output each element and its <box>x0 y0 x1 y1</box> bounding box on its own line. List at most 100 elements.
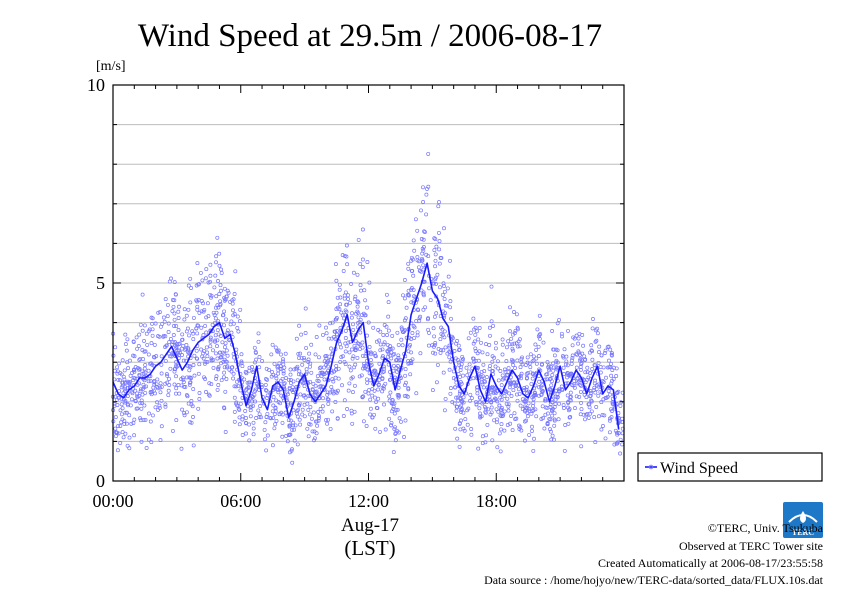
sample-point <box>192 373 197 378</box>
sample-point <box>329 384 334 389</box>
sample-point <box>176 328 181 332</box>
sample-point <box>161 315 166 320</box>
sample-point <box>579 444 584 449</box>
sample-point <box>270 443 275 448</box>
sample-point <box>496 366 501 371</box>
sample-point <box>326 401 331 406</box>
sample-point <box>353 362 358 367</box>
sample-point <box>569 361 574 366</box>
sample-point <box>115 448 120 453</box>
sample-point <box>373 426 378 431</box>
sample-point <box>461 426 466 431</box>
sample-point <box>164 372 169 377</box>
sample-point <box>363 389 368 394</box>
sample-point <box>222 286 227 291</box>
sample-point <box>317 366 322 371</box>
sample-point <box>166 321 171 326</box>
sample-point <box>433 351 438 356</box>
sample-point <box>316 414 321 418</box>
sample-point <box>201 301 205 306</box>
sample-point <box>620 420 624 424</box>
sample-point <box>238 307 243 312</box>
sample-point <box>120 430 125 435</box>
sample-point <box>211 348 215 353</box>
sample-point <box>236 404 241 409</box>
sample-point <box>191 337 196 342</box>
sample-point <box>573 406 577 411</box>
sample-point <box>540 404 545 409</box>
sample-point <box>539 392 544 397</box>
sample-point <box>549 379 554 384</box>
sample-point <box>123 389 128 393</box>
sample-point <box>449 316 453 321</box>
sample-point <box>556 417 561 422</box>
sample-point <box>219 355 224 360</box>
sample-point <box>349 347 354 352</box>
sample-point <box>509 394 514 398</box>
sample-point <box>466 369 471 374</box>
sample-point <box>597 344 602 349</box>
sample-point <box>198 270 203 275</box>
sample-point <box>589 398 594 403</box>
sample-point <box>606 389 611 393</box>
sample-point <box>492 398 497 402</box>
sample-point <box>560 334 564 339</box>
sample-point <box>574 394 579 399</box>
sample-point <box>362 288 367 293</box>
sample-point <box>554 365 559 370</box>
sample-point <box>293 366 298 371</box>
sample-point <box>489 399 494 404</box>
sample-point <box>262 427 267 432</box>
sample-point <box>360 353 365 358</box>
sample-point <box>566 328 570 333</box>
x-tick-label: 00:00 <box>92 491 133 511</box>
sample-point <box>613 428 618 433</box>
sample-point <box>400 343 405 348</box>
sample-point <box>577 394 582 399</box>
sample-point <box>170 309 175 314</box>
sample-point <box>502 394 507 398</box>
sample-point <box>405 394 410 399</box>
sample-point <box>536 334 541 339</box>
sample-point <box>372 412 376 417</box>
sample-point <box>455 436 460 441</box>
sample-point <box>408 372 413 377</box>
sample-point <box>123 431 128 436</box>
sample-point <box>123 332 128 337</box>
sample-point <box>535 327 540 332</box>
sample-point <box>211 365 216 370</box>
sample-point <box>203 323 208 328</box>
sample-point <box>541 340 546 345</box>
sample-point <box>253 399 258 404</box>
sample-point <box>477 371 482 376</box>
sample-point <box>605 365 610 370</box>
sample-point <box>155 400 160 405</box>
sample-point <box>488 333 492 338</box>
sample-point <box>608 364 613 369</box>
sample-point <box>380 389 385 394</box>
sample-point <box>214 254 219 259</box>
sample-point <box>415 330 420 335</box>
sample-point <box>145 342 150 347</box>
sample-point <box>294 411 299 416</box>
sample-point <box>360 312 364 317</box>
sample-point <box>301 393 306 398</box>
sample-point <box>305 426 310 431</box>
sample-point <box>461 410 466 415</box>
sample-point <box>441 348 446 353</box>
sample-point <box>391 407 396 411</box>
sample-point <box>471 356 476 361</box>
sample-point <box>534 347 539 352</box>
sample-point <box>553 397 558 402</box>
sample-point <box>222 370 227 375</box>
sample-point <box>496 378 501 383</box>
sample-point <box>459 399 464 403</box>
legend: Wind Speed <box>637 452 823 482</box>
sample-point <box>292 438 297 443</box>
sample-point <box>230 365 235 370</box>
sample-point <box>204 267 209 272</box>
sample-point <box>309 370 314 375</box>
sample-point <box>406 266 411 271</box>
sample-point <box>494 407 499 412</box>
sample-point <box>129 397 134 402</box>
